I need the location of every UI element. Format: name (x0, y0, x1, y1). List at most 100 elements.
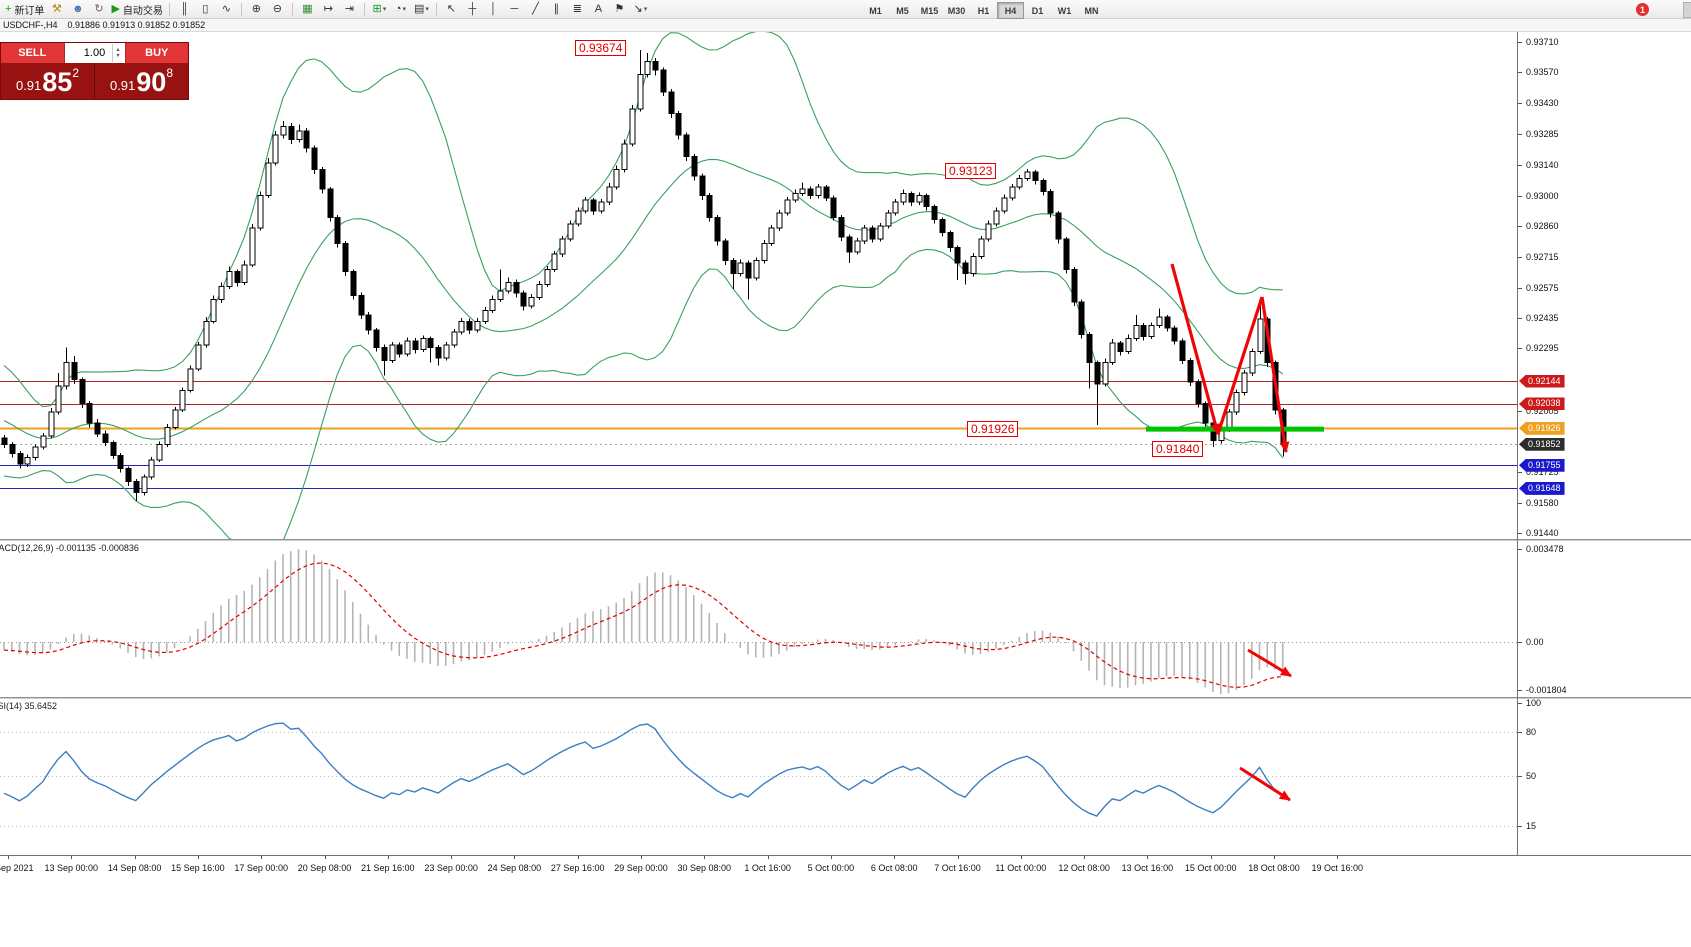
time-axis[interactable]: 10 Sep 2021 13 Sep 00:00 14 Sep 08:00 15 Se… (0, 855, 1691, 881)
time-label: 19 Oct 16:00 (1311, 863, 1364, 873)
timeframe-m5[interactable]: M5 (896, 5, 909, 16)
play-icon: ▶ (111, 2, 120, 15)
bars-chart-icon: ║ (180, 2, 189, 15)
timeframe-m15[interactable]: M15 (920, 5, 939, 16)
crosshair-button[interactable]: ┼ (462, 1, 483, 18)
arrows-button[interactable]: ↘ ▾ (630, 1, 651, 18)
timeframe-h4[interactable]: H4 (997, 2, 1024, 19)
fibonacci-button[interactable]: ≣ (567, 1, 588, 18)
zoom-in-button[interactable]: ⊕ (246, 1, 267, 18)
timeframe-h1[interactable]: H1 (977, 5, 990, 16)
time-label: 12 Oct 08:00 (1058, 863, 1110, 873)
time-label: 24 Sep 08:00 (487, 863, 542, 873)
candles-chart-button[interactable]: ▯ (195, 1, 216, 18)
time-tick (1021, 856, 1022, 859)
horizontal-line-button[interactable]: ─ (504, 1, 525, 18)
time-tick (578, 856, 579, 859)
chart-price-label[interactable]: 0.91926 (967, 421, 1019, 437)
toolbar-separator (435, 2, 437, 16)
buy-button[interactable]: BUY (125, 43, 188, 63)
volume-field[interactable]: 1.00 ▴ ▾ (63, 43, 126, 63)
sell-price-big: 85 (42, 67, 73, 97)
label-button[interactable]: ⚑ (609, 1, 630, 18)
auto-scroll-button[interactable]: ↦ (318, 1, 339, 18)
macd-tick-label: -0.001804 (1526, 685, 1567, 695)
chart-price-label[interactable]: 0.91840 (1152, 441, 1204, 457)
chart-price-label[interactable]: 0.93123 (945, 163, 997, 179)
chart-shift-button[interactable]: ⇥ (339, 1, 360, 18)
zoom-out-button[interactable]: ⊖ (267, 1, 288, 18)
time-label: 15 Oct 00:00 (1184, 863, 1237, 873)
text-button[interactable]: A (588, 1, 609, 18)
vertical-line-button[interactable]: │ (483, 1, 504, 18)
time-label: 15 Sep 16:00 (171, 863, 225, 873)
autotrading-button-label: 自动交易 (122, 5, 163, 17)
price-tick-label: 0.92860 (1526, 221, 1559, 232)
auto-scroll-icon: ↦ (323, 2, 334, 15)
price-tick (1518, 348, 1522, 349)
new-order-icon: + (5, 2, 12, 15)
time-label: 11 Oct 00:00 (995, 863, 1047, 873)
chart-title-bar: USDCHF-,H4 0.91886 0.91913 0.91852 0.918… (0, 19, 1691, 32)
macd-indicator-panel[interactable] (0, 541, 1517, 697)
clock-icon: ◔ (394, 2, 402, 15)
price-tick (1518, 288, 1522, 289)
rsi-tick (1518, 703, 1522, 704)
bars-chart-button[interactable]: ║ (174, 1, 195, 18)
macd-label: MACD(12,26,9) -0.001135 -0.000836 (0, 543, 139, 553)
spinner-down-icon[interactable]: ▾ (116, 53, 120, 59)
price-axis[interactable]: 0.93710 0.93570 0.93430 0.93285 0.93140 0.930… (1518, 32, 1691, 855)
panel-separator[interactable] (0, 697, 1691, 699)
main-price-chart[interactable] (0, 32, 1517, 539)
line-chart-button[interactable]: ∿ (216, 1, 237, 18)
sell-button[interactable]: SELL (1, 43, 64, 63)
notification-badge[interactable]: 1 (1636, 3, 1649, 16)
price-tick (1518, 411, 1522, 412)
time-label: 17 Sep 00:00 (234, 863, 288, 873)
time-label: 14 Sep 08:00 (107, 863, 162, 873)
timeframe-m30[interactable]: M30 (947, 5, 966, 16)
timeframe-w1[interactable]: W1 (1057, 5, 1072, 16)
channel-button[interactable]: ∥ (546, 1, 567, 18)
sell-price[interactable]: 0.91 85 2 (1, 63, 94, 99)
price-tick-label: 0.93000 (1526, 190, 1559, 201)
volume-spinner[interactable]: ▴ ▾ (111, 44, 124, 62)
periods-button[interactable]: ◔ ▾ (390, 1, 411, 18)
indicators-button[interactable]: ⊞ ▾ (369, 1, 390, 18)
toolbar-separator (291, 2, 293, 16)
price-tag-0.91926: 0.91926 (1519, 421, 1565, 435)
price-tag-0.91648: 0.91648 (1519, 481, 1565, 495)
trendline-button[interactable]: ╱ (525, 1, 546, 18)
line-chart-icon: ∿ (221, 2, 232, 15)
timeframe-mn[interactable]: MN (1084, 5, 1099, 16)
buy-price[interactable]: 0.91 90 8 (94, 63, 188, 99)
price-tick (1518, 72, 1522, 73)
time-tick (641, 856, 642, 859)
time-label: 10 Sep 2021 (0, 863, 34, 873)
macd-tick-label: 0.00 (1526, 637, 1544, 647)
trendline-icon: ╱ (532, 2, 539, 15)
toolbar-separator (363, 2, 365, 16)
price-tick (1518, 318, 1522, 319)
timeframe-m1[interactable]: M1 (869, 5, 882, 16)
timeframe-d1[interactable]: D1 (1031, 5, 1044, 16)
metaeditor-button[interactable]: ⚒ (46, 1, 67, 18)
spinner-up-icon[interactable]: ▴ (116, 47, 120, 53)
panel-separator[interactable] (0, 539, 1691, 541)
price-tick-label: 0.93570 (1526, 67, 1559, 78)
tile-windows-button[interactable]: ▦ (297, 1, 318, 18)
price-tick-label: 0.93140 (1526, 160, 1559, 171)
new-order-button[interactable]: + 新订单 (3, 1, 46, 18)
rsi-indicator-panel[interactable] (0, 699, 1517, 855)
templates-button[interactable]: ▤ ▾ (411, 1, 432, 18)
autotrading-button[interactable]: ▶ 自动交易 (109, 1, 164, 18)
refresh-button[interactable]: ↻ (88, 1, 109, 18)
time-label: 23 Sep 00:00 (424, 863, 478, 873)
price-tick (1518, 134, 1522, 135)
cursor-button[interactable]: ↖ (441, 1, 462, 18)
new-order-button-label: 新订单 (14, 5, 45, 17)
navigator-button[interactable]: ☻ (67, 1, 88, 18)
chart-price-label[interactable]: 0.93674 (575, 40, 627, 56)
price-tick-label: 0.93285 (1526, 129, 1559, 139)
